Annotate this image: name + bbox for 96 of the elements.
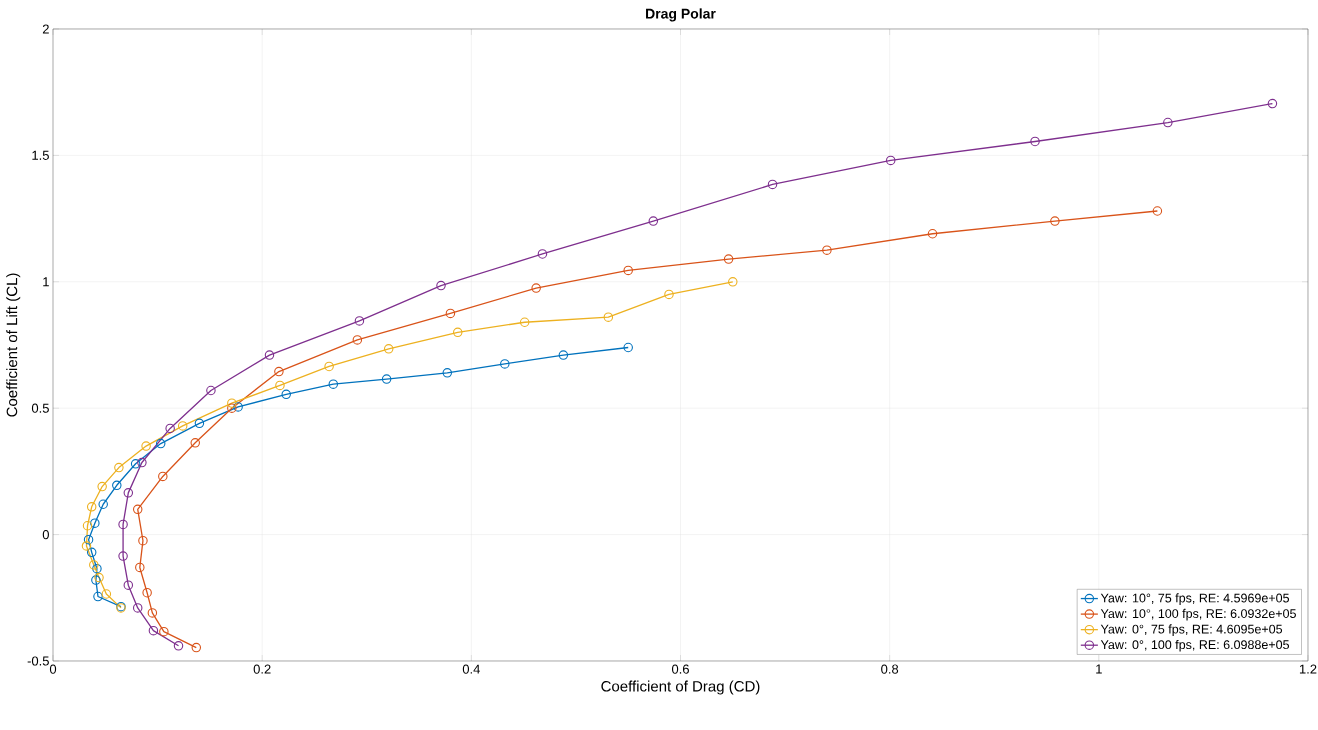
y-tick-label: 0 [42, 529, 49, 540]
point [623, 342, 633, 353]
point [194, 418, 205, 429]
point [123, 488, 134, 498]
point [173, 641, 184, 651]
point [191, 642, 202, 653]
point [123, 580, 134, 590]
point [354, 316, 365, 326]
point [98, 499, 108, 509]
point [1030, 136, 1040, 147]
legend-label: Yaw: 0°, 100 fps, RE: 6.0988e+05 [1100, 639, 1290, 652]
point [328, 379, 339, 389]
point [1163, 117, 1173, 128]
x-tick-label: 1 [1096, 664, 1102, 674]
point [648, 216, 659, 226]
point [97, 481, 107, 492]
point [531, 283, 541, 293]
y-tick-label: -0.5 [27, 656, 49, 666]
legend-label: Yaw: 0°, 75 fps, RE: 4.6095e+05 [1100, 624, 1283, 637]
x-tick-label: 0 [49, 664, 57, 674]
point [927, 229, 938, 239]
point [142, 587, 152, 598]
point [436, 280, 446, 291]
point [445, 308, 456, 319]
x-tick-label: 0.4 [462, 664, 480, 674]
point [148, 625, 159, 636]
legend-label: Yaw: 10°, 100 fps, RE: 6.0932e+05 [1100, 608, 1296, 621]
point [442, 368, 453, 378]
point [275, 380, 285, 391]
point [165, 423, 175, 434]
point [728, 277, 738, 287]
point [558, 350, 569, 360]
point [723, 254, 734, 264]
point [324, 361, 334, 372]
point [132, 504, 143, 515]
point [500, 359, 510, 369]
point [206, 385, 216, 396]
point [82, 520, 93, 531]
point [1050, 216, 1060, 226]
point [118, 519, 128, 530]
x-axis-title: Coefficient of Drag (CD) [601, 680, 760, 695]
point [86, 502, 97, 512]
point [147, 608, 158, 618]
point [155, 438, 166, 449]
y-axis-title: Coefficient of Lift (CL) [6, 273, 21, 417]
legend-label: Yaw: 10°, 75 fps, RE: 4.5969e+05 [1100, 593, 1290, 605]
point [177, 421, 188, 431]
point [114, 462, 124, 473]
point [822, 245, 832, 255]
y-tick-label: 1 [43, 277, 49, 287]
point [112, 480, 122, 491]
point [130, 459, 141, 469]
y-tick-label: 2 [42, 24, 49, 34]
point [135, 562, 145, 573]
point [138, 535, 148, 546]
point [132, 603, 143, 613]
point [101, 589, 112, 599]
point [537, 249, 548, 259]
point [603, 312, 614, 322]
point [92, 563, 102, 574]
x-tick-label: 0.2 [253, 664, 271, 674]
point [383, 344, 394, 354]
point [233, 402, 243, 412]
y-tick-label: 1.5 [32, 150, 49, 160]
point [227, 398, 237, 408]
point [227, 403, 237, 413]
point [519, 317, 530, 327]
point [159, 626, 169, 637]
point [118, 551, 128, 561]
point [664, 289, 674, 300]
point [352, 335, 363, 345]
point [767, 179, 778, 190]
point [623, 265, 633, 276]
point [190, 438, 200, 448]
point [141, 441, 151, 451]
point [281, 389, 291, 400]
point [885, 155, 896, 166]
point [158, 471, 168, 482]
point [89, 560, 99, 570]
point [86, 547, 97, 558]
point [1152, 206, 1163, 216]
x-tick-label: 1.2 [1299, 664, 1317, 674]
point [137, 457, 147, 468]
point [381, 374, 392, 384]
x-tick-label: 0.6 [671, 664, 689, 674]
point [83, 534, 94, 545]
point [1267, 98, 1278, 109]
point [452, 327, 463, 338]
y-tick-label: 0.5 [31, 403, 49, 413]
chart-title: Drag Polar [646, 8, 716, 22]
point [274, 366, 284, 377]
point [81, 541, 92, 551]
x-tick-label: 0.8 [881, 664, 899, 674]
point [90, 518, 100, 528]
point [264, 350, 275, 360]
point [93, 591, 103, 602]
